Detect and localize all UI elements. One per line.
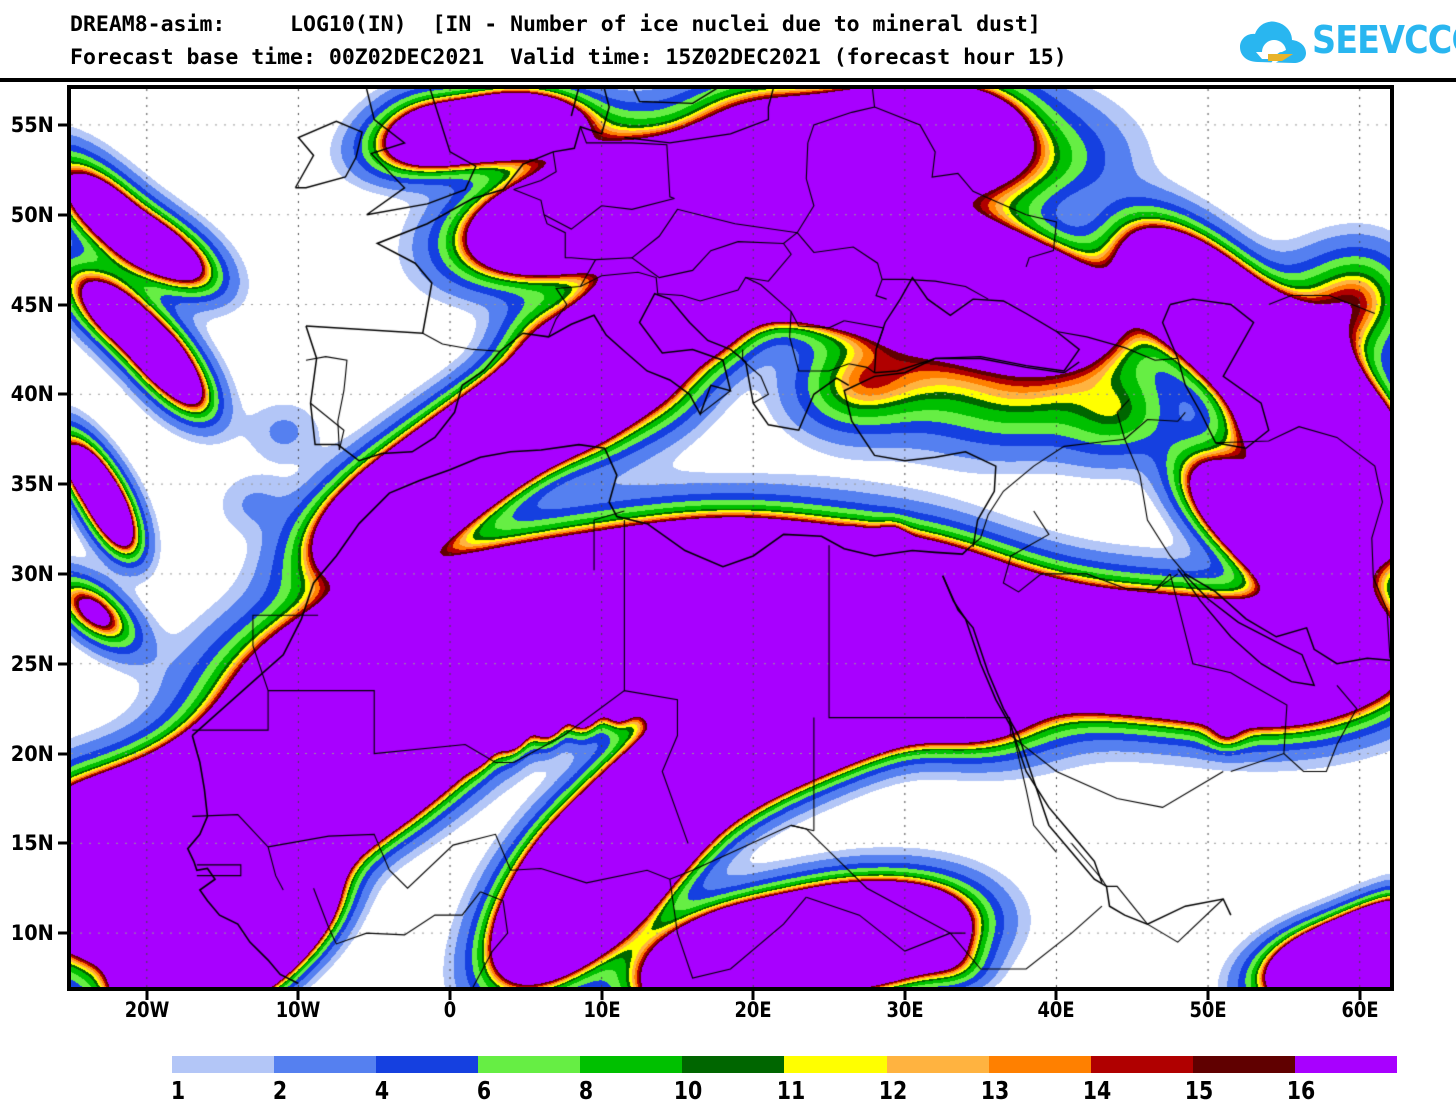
colorbar-segment (1192, 1056, 1295, 1073)
colorbar-tick-label: 15 (1184, 1076, 1214, 1105)
title-line-times: Forecast base time: 00Z02DEC2021 Valid t… (70, 45, 1067, 70)
latitude-tick-label: 40N (10, 382, 54, 407)
longitude-tick-label: 20W (124, 998, 170, 1022)
colorbar-tick-label: 14 (1082, 1076, 1112, 1105)
colorbar-segment (376, 1056, 479, 1073)
longitude-tick-label: 10E (583, 998, 621, 1022)
colorbar-tick-label: 6 (477, 1076, 492, 1105)
colorbar-segment (1294, 1056, 1397, 1073)
header-divider (0, 78, 1456, 82)
seevccc-logo: SEEVCCC (1238, 16, 1456, 72)
latitude-tick-label: 30N (10, 561, 54, 586)
latitude-tick-label: 35N (10, 472, 54, 497)
colorbar-tick-label: 16 (1286, 1076, 1316, 1105)
title-line-variable: DREAM8-asim: LOG10(IN) [IN - Number of i… (70, 12, 1041, 37)
colorbar-tick-label: 1 (170, 1076, 186, 1105)
longitude-tick-label: 30E (886, 998, 924, 1022)
latitude-tick-label: 25N (10, 651, 54, 676)
colorbar-tick-label: 10 (674, 1076, 703, 1105)
colorbar-segment (172, 1056, 275, 1073)
colorbar-segment (478, 1056, 581, 1073)
latitude-tick-label: 10N (10, 921, 54, 946)
colorbar-strip (172, 1056, 1397, 1073)
latitude-tick-label: 50N (10, 202, 54, 227)
colorbar-segment (1090, 1056, 1193, 1073)
cloud-icon (1240, 21, 1306, 67)
longitude-tick-label: 0 (443, 998, 457, 1022)
latitude-tick-label: 20N (10, 741, 54, 766)
longitude-tick-label: 60E (1341, 998, 1379, 1022)
logo-text: SEEVCCC (1312, 18, 1456, 62)
latitude-tick-label: 55N (10, 112, 54, 137)
latitude-axis-labels: 55N 50N 45N 40N 35N 30N 25N 20N 15N 10N (0, 85, 62, 991)
colorbar-tick-label: 11 (776, 1076, 805, 1105)
colorbar-tick-label: 2 (272, 1076, 288, 1105)
dust-concentration-map (71, 89, 1390, 987)
longitude-tick-label: 10W (276, 998, 321, 1022)
longitude-tick-label: 40E (1037, 998, 1075, 1022)
colorbar-legend: 1 2 4 6 8 10 11 12 13 14 15 16 (0, 1052, 1456, 1110)
colorbar-segment (886, 1056, 989, 1073)
colorbar-tick-label: 4 (375, 1076, 390, 1105)
latitude-tick-label: 15N (10, 831, 54, 856)
latitude-tick-label: 45N (10, 292, 54, 317)
colorbar-segment (274, 1056, 377, 1073)
header: DREAM8-asim: LOG10(IN) [IN - Number of i… (0, 0, 1456, 82)
colorbar-segment (784, 1056, 887, 1073)
colorbar-segment (988, 1056, 1091, 1073)
colorbar-tick-label: 13 (980, 1076, 1009, 1105)
colorbar-segment (682, 1056, 785, 1073)
map-plot-area (67, 85, 1394, 991)
map-frame (67, 85, 1394, 991)
longitude-axis-labels: 20W 10W 0 10E 20E 30E 40E 50E 60E (0, 998, 1456, 1032)
longitude-tick-label: 20E (734, 998, 772, 1022)
colorbar-segment (580, 1056, 683, 1073)
colorbar-tick-label: 8 (579, 1076, 594, 1105)
colorbar-tick-label: 12 (878, 1076, 907, 1105)
longitude-tick-label: 50E (1189, 998, 1227, 1022)
